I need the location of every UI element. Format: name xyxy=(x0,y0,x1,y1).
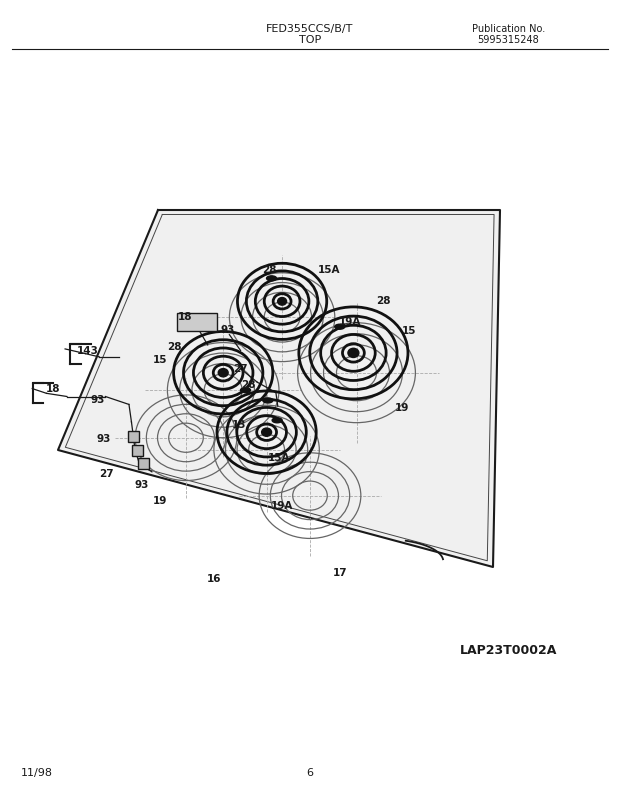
Bar xyxy=(132,445,143,456)
Ellipse shape xyxy=(267,276,277,281)
Ellipse shape xyxy=(263,398,273,403)
Text: 15: 15 xyxy=(402,326,417,335)
Text: TOP: TOP xyxy=(299,36,321,45)
Text: 28: 28 xyxy=(262,265,277,274)
Text: 19A: 19A xyxy=(271,501,293,511)
Text: 143: 143 xyxy=(77,346,99,355)
Text: 27: 27 xyxy=(99,469,114,479)
Text: 18: 18 xyxy=(177,312,192,322)
Text: LAP23T0002A: LAP23T0002A xyxy=(459,644,557,657)
Text: 13: 13 xyxy=(232,420,247,430)
Text: 28: 28 xyxy=(167,343,182,352)
Text: 17: 17 xyxy=(332,568,347,577)
Bar xyxy=(177,313,217,331)
Polygon shape xyxy=(58,210,500,567)
Text: 93: 93 xyxy=(221,325,236,335)
Text: 93: 93 xyxy=(97,435,112,444)
Text: 93: 93 xyxy=(91,395,105,404)
Bar xyxy=(138,458,149,469)
Text: 28: 28 xyxy=(376,297,391,306)
Bar xyxy=(128,431,139,442)
Text: 27: 27 xyxy=(233,364,248,374)
Text: 16: 16 xyxy=(206,574,221,584)
Text: FED355CCS/B/T: FED355CCS/B/T xyxy=(267,25,353,34)
Ellipse shape xyxy=(278,297,286,305)
Ellipse shape xyxy=(335,324,345,329)
Text: Publication No.: Publication No. xyxy=(472,25,545,34)
Text: 5995315248: 5995315248 xyxy=(477,35,539,44)
Ellipse shape xyxy=(241,388,250,393)
Text: 15A: 15A xyxy=(317,265,340,274)
Ellipse shape xyxy=(272,418,282,423)
Text: 28: 28 xyxy=(241,381,255,390)
Text: 6: 6 xyxy=(306,768,314,778)
Text: 15A: 15A xyxy=(268,454,290,463)
Text: 11/98: 11/98 xyxy=(21,768,53,778)
Text: 19: 19 xyxy=(394,403,409,412)
Ellipse shape xyxy=(218,369,228,377)
Text: 18: 18 xyxy=(45,384,60,393)
Text: 19A: 19A xyxy=(339,317,361,327)
Text: 15: 15 xyxy=(153,355,167,365)
Ellipse shape xyxy=(348,348,359,358)
Text: 93: 93 xyxy=(134,481,149,490)
Ellipse shape xyxy=(262,428,272,436)
Text: 19: 19 xyxy=(153,496,167,506)
